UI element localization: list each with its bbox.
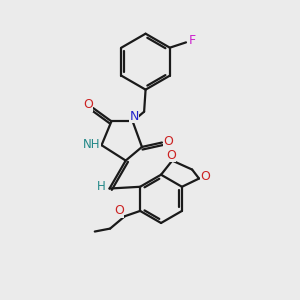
Text: O: O [166,149,176,162]
Text: NH: NH [82,138,100,151]
Text: N: N [129,110,139,122]
Text: O: O [83,98,93,111]
Text: F: F [189,34,196,47]
Text: H: H [97,180,106,193]
Text: O: O [164,135,173,148]
Text: O: O [201,170,210,183]
Text: O: O [114,204,124,218]
